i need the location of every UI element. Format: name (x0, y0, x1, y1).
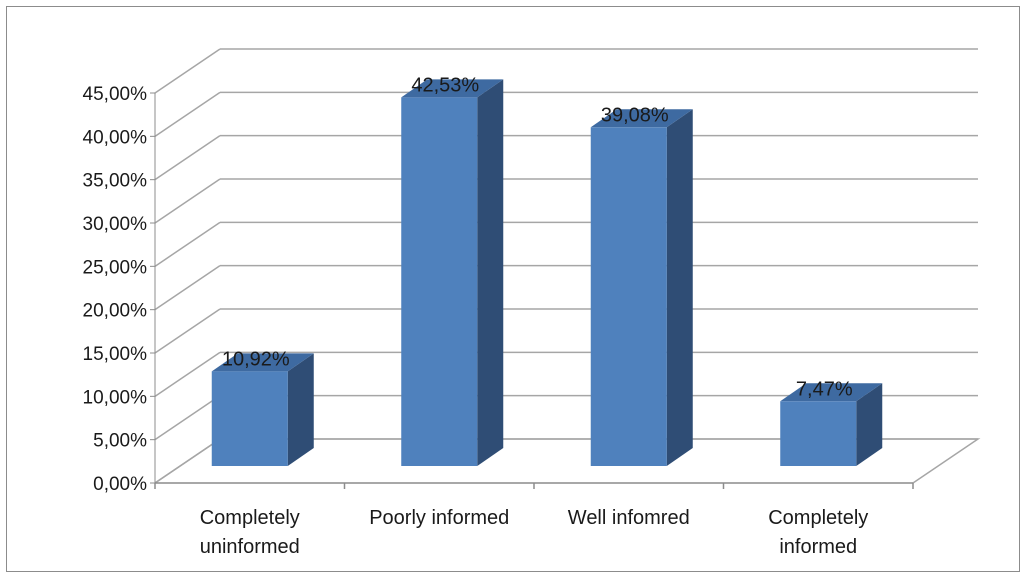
chart-frame (6, 6, 1020, 572)
data-label: 10,92% (222, 348, 290, 370)
bar-side (666, 109, 693, 466)
x-tick-label: uninformed (200, 536, 300, 558)
y-tick-label: 5,00% (93, 431, 147, 452)
y-tick-label: 45,00% (83, 84, 148, 105)
bar-front (401, 97, 478, 466)
data-labels: 10,92% 42,53% 39,08% 7,47% (222, 74, 853, 400)
bar-front (211, 371, 288, 466)
y-tick-label: 30,00% (83, 214, 148, 235)
gridline-side (154, 91, 221, 137)
gridline-side (154, 351, 221, 397)
data-label: 39,08% (601, 104, 669, 126)
bar-side (287, 353, 314, 466)
gridline-side (154, 395, 221, 441)
gridline-side (154, 265, 221, 311)
x-tick-label: Completely (768, 507, 868, 529)
x-tick-label: Completely (200, 507, 300, 529)
gridline-side (154, 135, 221, 181)
y-tick-label: 10,00% (83, 387, 148, 408)
bars (211, 79, 883, 466)
gridline-side (154, 221, 221, 267)
bar-side (856, 383, 883, 466)
bar-top (780, 383, 883, 402)
y-tick-label: 35,00% (83, 171, 148, 192)
y-tick-label: 25,00% (83, 257, 148, 278)
bar-side (477, 79, 504, 466)
bar (211, 353, 314, 466)
x-tick-label: Well infomred (568, 507, 690, 529)
y-tick-label: 40,00% (83, 127, 148, 148)
bar-top (590, 109, 693, 128)
y-tick-label: 20,00% (83, 301, 148, 322)
x-axis-tick-labels: Completely uninformed Poorly informed Well … (200, 507, 869, 558)
data-label: 42,53% (411, 74, 479, 96)
bar-front (590, 127, 667, 466)
gridline-side (154, 438, 221, 484)
x-tick-label: Poorly informed (369, 507, 509, 529)
x-tick-label: informed (779, 536, 857, 558)
bar-top (211, 353, 314, 372)
bar (590, 109, 693, 466)
gridline-side (154, 308, 221, 354)
y-tick-label: 15,00% (83, 344, 148, 365)
bar (780, 383, 883, 466)
gridline-side (154, 48, 221, 94)
data-label: 7,47% (796, 378, 853, 400)
y-tick-label: 0,00% (93, 474, 147, 495)
y-axis-tick-labels: 0,00% 5,00% 10,00% 15,00% 20,00% 25,00% 30,00%… (83, 84, 148, 495)
bar (401, 79, 504, 466)
bar-front (780, 401, 857, 466)
bar-top (401, 79, 504, 98)
gridline-side (154, 178, 221, 224)
